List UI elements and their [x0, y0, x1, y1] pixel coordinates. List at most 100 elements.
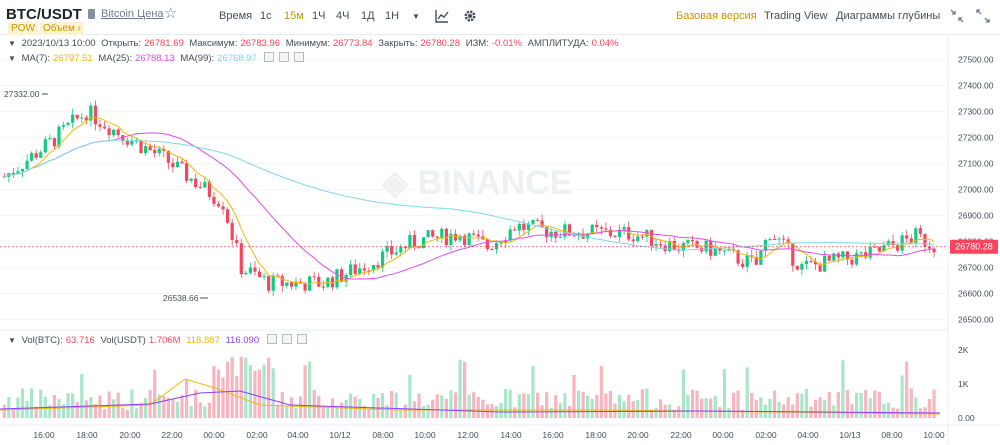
- candle: [545, 226, 549, 238]
- time-tick-label: 04:00: [797, 430, 819, 440]
- tf-1s[interactable]: 1с: [260, 10, 272, 22]
- volume-bar: [143, 398, 148, 418]
- candle: [153, 150, 157, 154]
- candle: [189, 178, 193, 181]
- volume-bar: [61, 404, 66, 418]
- volume-bar: [253, 370, 257, 418]
- tab-basic-version[interactable]: Базовая версия: [676, 10, 757, 22]
- candle: [394, 252, 398, 255]
- volume-bar: [171, 398, 175, 418]
- volume-bar: [572, 374, 576, 418]
- candle: [658, 244, 663, 246]
- volume-bar: [157, 394, 161, 418]
- candle: [440, 228, 444, 238]
- volume-bar: [289, 397, 294, 418]
- volume-bar: [162, 396, 166, 418]
- vol-ma2-line: [0, 390, 941, 414]
- amplitude-label: АМПЛИТУДА:: [527, 38, 589, 49]
- top-toolbar: BTC/USDT Bitcoin Цена ☆ Время 1с 15м 1Ч …: [0, 0, 1000, 35]
- candle: [75, 114, 79, 119]
- volume-bar: [330, 398, 335, 418]
- low-value: 26773.84: [332, 38, 373, 49]
- candle: [11, 173, 15, 175]
- candle: [312, 276, 316, 278]
- time-tick-label: 20:00: [627, 430, 649, 440]
- caret-down-icon[interactable]: ▼: [8, 54, 16, 63]
- volume-bar: [239, 356, 243, 418]
- chevron-down-icon[interactable]: ▼: [412, 12, 420, 21]
- settings-icon[interactable]: [279, 52, 290, 62]
- volume-bar: [481, 399, 485, 418]
- volume-bar: [795, 393, 799, 418]
- candle: [668, 240, 672, 252]
- caret-down-icon[interactable]: ▼: [8, 336, 16, 345]
- indicator-icon[interactable]: [435, 9, 449, 23]
- tf-4h[interactable]: 4Ч: [336, 10, 350, 22]
- candle: [636, 236, 640, 242]
- candle: [791, 243, 795, 266]
- volume-bar: [590, 398, 594, 418]
- change-label: ИЗМ:: [465, 38, 489, 49]
- tf-15m[interactable]: 15м: [284, 10, 304, 22]
- time-tick-label: 10/13: [839, 430, 861, 440]
- candle: [102, 126, 107, 129]
- price-tick-label: 27000.00: [958, 185, 994, 195]
- candle: [841, 251, 845, 258]
- volume-bar: [700, 398, 704, 418]
- volume-bar: [713, 396, 717, 418]
- candle: [194, 178, 198, 188]
- star-icon[interactable]: ☆: [164, 5, 178, 22]
- volume-bar: [394, 392, 398, 418]
- volume-bar: [768, 398, 772, 418]
- candle: [380, 251, 385, 268]
- candle: [517, 223, 521, 231]
- volume-bar: [312, 389, 316, 418]
- volume-bar: [545, 392, 549, 418]
- close-icon[interactable]: [296, 334, 307, 344]
- candle: [914, 228, 918, 243]
- fullscreen-icon[interactable]: [976, 9, 990, 23]
- candle: [672, 240, 676, 250]
- candle: [508, 229, 512, 241]
- settings-icon[interactable]: [281, 334, 292, 344]
- eye-icon[interactable]: [264, 52, 275, 62]
- info-icon[interactable]: [88, 9, 95, 19]
- volume-bar: [408, 374, 412, 418]
- close-icon[interactable]: [294, 52, 305, 62]
- eye-icon[interactable]: [266, 334, 277, 344]
- candle: [513, 229, 517, 231]
- candle: [248, 267, 252, 273]
- tab-trading-view[interactable]: Trading View: [764, 10, 828, 22]
- volume-bar: [139, 403, 143, 418]
- volume-bar: [905, 361, 909, 418]
- tab-time[interactable]: Время: [219, 10, 253, 22]
- tf-1h[interactable]: 1Ч: [312, 10, 326, 22]
- volume-bar: [576, 390, 581, 418]
- tag-volume[interactable]: Объем ›: [40, 22, 84, 35]
- last-price-label: 26780.28: [955, 242, 993, 252]
- volume-bar: [859, 392, 863, 418]
- candle: [832, 253, 836, 261]
- tf-1w[interactable]: 1Н: [385, 10, 400, 22]
- candle: [453, 233, 458, 241]
- ma99-line: [4, 139, 935, 251]
- tf-1d[interactable]: 1Д: [361, 10, 375, 22]
- candle: [403, 246, 407, 249]
- volume-bar: [640, 389, 644, 418]
- price-link[interactable]: Bitcoin Цена: [101, 8, 164, 20]
- volume-tick-label: 0.00: [958, 413, 975, 423]
- candle: [485, 239, 489, 250]
- candle: [567, 224, 572, 236]
- collapse-icon[interactable]: [950, 9, 964, 23]
- volume-bar: [257, 369, 262, 418]
- tab-depth-chart[interactable]: Диаграммы глубины: [836, 10, 941, 22]
- volume-bar: [631, 401, 635, 418]
- caret-down-icon[interactable]: ▼: [8, 39, 16, 48]
- volume-bar: [718, 406, 722, 418]
- time-tick-label: 10/12: [329, 430, 351, 440]
- gear-icon[interactable]: [463, 9, 477, 23]
- candle: [854, 253, 859, 265]
- candle: [371, 265, 376, 271]
- volume-bar: [435, 394, 439, 418]
